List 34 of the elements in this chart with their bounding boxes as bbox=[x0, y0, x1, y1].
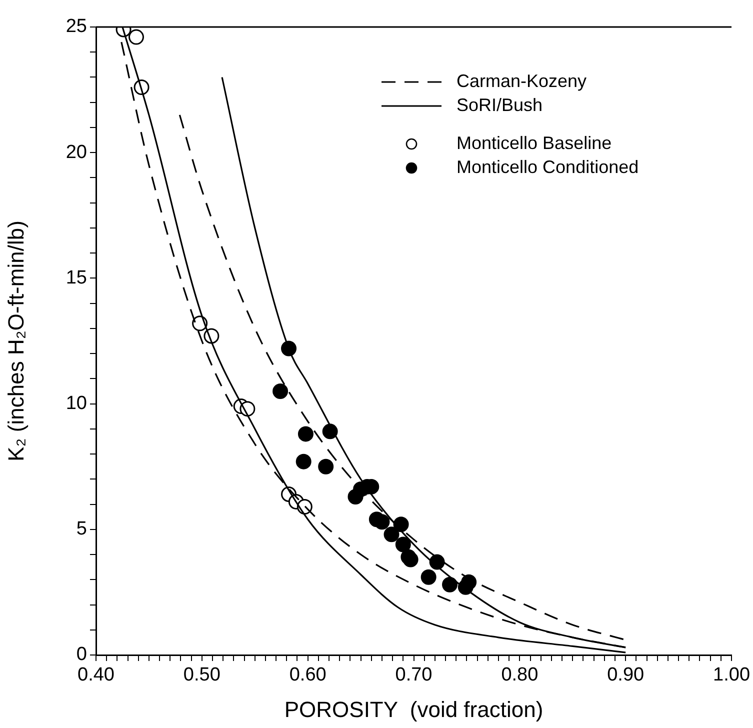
point bbox=[296, 454, 312, 470]
point bbox=[429, 554, 445, 570]
point bbox=[374, 514, 390, 530]
legend-label: Carman-Kozeny bbox=[456, 70, 587, 91]
x-tick-label: 0.90 bbox=[607, 664, 644, 686]
y-tick-label: 0 bbox=[76, 644, 87, 666]
point bbox=[318, 458, 334, 474]
x-tick-label: 0.70 bbox=[395, 664, 432, 686]
point bbox=[461, 574, 477, 590]
x-tick-label: 0.40 bbox=[78, 664, 114, 686]
point bbox=[128, 29, 144, 45]
y-tick-label: 20 bbox=[66, 142, 87, 163]
y-tick-label: 10 bbox=[66, 393, 87, 414]
x-tick-label: 0.50 bbox=[183, 664, 220, 686]
legend-label: Monticello Baseline bbox=[456, 132, 612, 153]
point bbox=[281, 340, 297, 356]
legend-label: SoRI/Bush bbox=[456, 94, 543, 115]
point bbox=[322, 424, 338, 440]
y-axis-title: K₂ (inches H₂O-ft-min/lb) bbox=[3, 220, 28, 462]
point bbox=[272, 383, 288, 399]
point bbox=[395, 536, 411, 552]
y-tick-label: 5 bbox=[76, 518, 87, 540]
legend-label: Monticello Conditioned bbox=[456, 156, 639, 177]
point bbox=[442, 576, 458, 592]
point bbox=[298, 426, 314, 442]
point bbox=[420, 569, 436, 585]
x-tick-label: 1.00 bbox=[713, 664, 750, 686]
point bbox=[393, 516, 409, 532]
x-axis-title: POROSITY (void fraction) bbox=[284, 696, 544, 722]
y-tick-label: 15 bbox=[66, 267, 87, 288]
y-tick-label: 25 bbox=[66, 16, 87, 38]
point bbox=[384, 526, 400, 542]
x-tick-label: 0.60 bbox=[289, 664, 326, 686]
x-tick-label: 0.80 bbox=[501, 664, 538, 686]
